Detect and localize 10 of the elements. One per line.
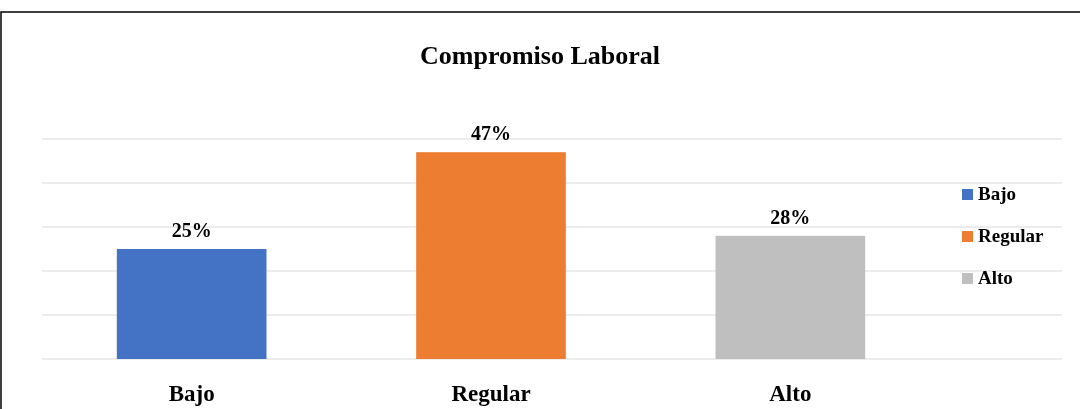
- x-tick-label: Bajo: [168, 381, 215, 406]
- x-tick-label: Regular: [451, 381, 531, 406]
- data-label: 28%: [770, 205, 811, 228]
- data-label: 25%: [171, 219, 212, 241]
- chart-title: Compromiso Laboral: [419, 41, 661, 70]
- legend-label: Bajo: [978, 183, 1016, 204]
- data-label: 47%: [471, 122, 511, 145]
- x-tick-label: Alto: [769, 381, 812, 406]
- legend-label: Regular: [978, 225, 1044, 246]
- legend-label: Alto: [978, 267, 1013, 288]
